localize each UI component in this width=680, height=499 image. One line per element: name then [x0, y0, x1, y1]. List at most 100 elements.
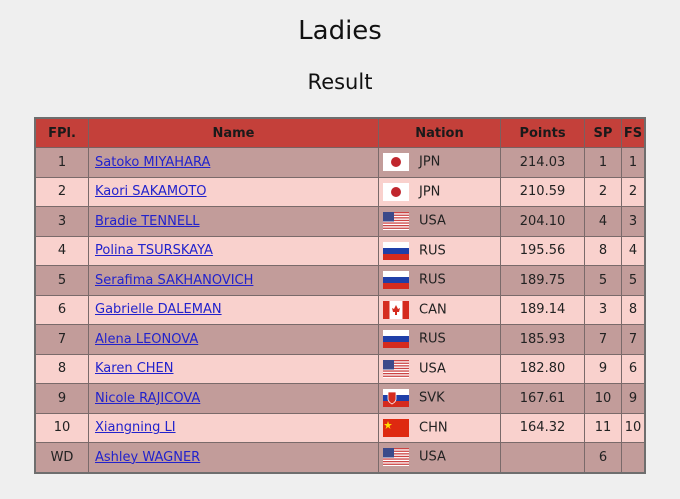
points-cell: 214.03 [500, 147, 585, 178]
fs-cell: 10 [621, 412, 646, 443]
fpl-cell: WD [34, 442, 89, 473]
header-fs: FS [621, 117, 646, 148]
table-row: 4 Polina TSURSKAYA RUS 195.56 8 4 [34, 235, 646, 266]
name-cell: Kaori SAKAMOTO [88, 176, 379, 207]
svk-flag-icon [383, 389, 409, 408]
name-cell: Gabrielle DALEMAN [88, 294, 379, 325]
skater-link[interactable]: Serafima SAKHANOVICH [95, 272, 254, 288]
nation-cell: JPN [378, 147, 501, 178]
header-fpl: FPl. [34, 117, 89, 148]
table-row: 1 Satoko MIYAHARA JPN 214.03 1 1 [34, 147, 646, 178]
name-cell: Ashley WAGNER [88, 442, 379, 473]
fpl-cell: 8 [34, 353, 89, 384]
page-subtitle: Result [307, 70, 373, 94]
fs-cell: 3 [621, 206, 646, 237]
sp-cell: 6 [584, 442, 622, 473]
nation-code: CHN [419, 420, 448, 436]
nation-cell: CAN [378, 294, 501, 325]
nation-cell: RUS [378, 324, 501, 355]
jpn-flag-icon [383, 182, 409, 201]
header-points: Points [500, 117, 585, 148]
name-cell: Nicole RAJICOVA [88, 383, 379, 414]
nation-code: USA [419, 361, 446, 377]
nation-code: JPN [419, 184, 441, 200]
points-cell: 195.56 [500, 235, 585, 266]
skater-link[interactable]: Polina TSURSKAYA [95, 243, 213, 259]
name-cell: Satoko MIYAHARA [88, 147, 379, 178]
table-row: 7 Alena LEONOVA RUS 185.93 7 7 [34, 324, 646, 355]
header-sp: SP [584, 117, 622, 148]
nation-code: USA [419, 213, 446, 229]
name-cell: Serafima SAKHANOVICH [88, 265, 379, 296]
table-row: 8 Karen CHEN USA 182.80 9 6 [34, 353, 646, 384]
sp-cell: 5 [584, 265, 622, 296]
name-cell: Xiangning LI [88, 412, 379, 443]
fpl-cell: 6 [34, 294, 89, 325]
skater-link[interactable]: Ashley WAGNER [95, 449, 201, 465]
rus-flag-icon [383, 241, 409, 260]
table-row: 2 Kaori SAKAMOTO JPN 210.59 2 2 [34, 176, 646, 207]
fs-cell: 4 [621, 235, 646, 266]
fs-cell: 6 [621, 353, 646, 384]
points-cell: 182.80 [500, 353, 585, 384]
nation-cell: CHN [378, 412, 501, 443]
header-name: Name [88, 117, 379, 148]
points-cell: 189.14 [500, 294, 585, 325]
nation-code: RUS [419, 331, 446, 347]
sp-cell: 7 [584, 324, 622, 355]
nation-cell: SVK [378, 383, 501, 414]
nation-code: RUS [419, 272, 446, 288]
fs-cell [621, 442, 646, 473]
table-row: 6 Gabrielle DALEMAN CAN 189.14 3 8 [34, 294, 646, 325]
skater-link[interactable]: Nicole RAJICOVA [95, 390, 201, 406]
usa-flag-icon [383, 448, 409, 467]
name-cell: Bradie TENNELL [88, 206, 379, 237]
sp-cell: 3 [584, 294, 622, 325]
name-cell: Alena LEONOVA [88, 324, 379, 355]
skater-link[interactable]: Bradie TENNELL [95, 213, 200, 229]
sp-cell: 4 [584, 206, 622, 237]
nation-cell: JPN [378, 176, 501, 207]
skater-link[interactable]: Kaori SAKAMOTO [95, 184, 207, 200]
table-row: WD Ashley WAGNER USA 6 [34, 442, 646, 473]
fpl-cell: 1 [34, 147, 89, 178]
nation-code: CAN [419, 302, 447, 318]
skater-link[interactable]: Alena LEONOVA [95, 331, 199, 347]
skater-link[interactable]: Xiangning LI [95, 420, 176, 436]
rus-flag-icon [383, 271, 409, 290]
nation-code: SVK [419, 390, 445, 406]
sp-cell: 1 [584, 147, 622, 178]
table-row: 3 Bradie TENNELL USA 204.10 4 3 [34, 206, 646, 237]
skater-link[interactable]: Satoko MIYAHARA [95, 154, 211, 170]
nation-code: JPN [419, 154, 441, 170]
name-cell: Karen CHEN [88, 353, 379, 384]
name-cell: Polina TSURSKAYA [88, 235, 379, 266]
fpl-cell: 3 [34, 206, 89, 237]
nation-cell: USA [378, 353, 501, 384]
points-cell: 204.10 [500, 206, 585, 237]
fs-cell: 7 [621, 324, 646, 355]
fpl-cell: 4 [34, 235, 89, 266]
skater-link[interactable]: Karen CHEN [95, 361, 174, 377]
fs-cell: 2 [621, 176, 646, 207]
fs-cell: 9 [621, 383, 646, 414]
table-row: 10 Xiangning LI CHN 164.32 11 10 [34, 412, 646, 443]
nation-cell: RUS [378, 265, 501, 296]
rus-flag-icon [383, 330, 409, 349]
fs-cell: 5 [621, 265, 646, 296]
nation-code: USA [419, 449, 446, 465]
usa-flag-icon [383, 212, 409, 231]
fpl-cell: 7 [34, 324, 89, 355]
points-cell [500, 442, 585, 473]
nation-cell: RUS [378, 235, 501, 266]
fpl-cell: 10 [34, 412, 89, 443]
sp-cell: 10 [584, 383, 622, 414]
chn-flag-icon [383, 418, 409, 437]
page-title: Ladies [298, 16, 382, 46]
table-row: 9 Nicole RAJICOVA SVK 167.61 10 9 [34, 383, 646, 414]
sp-cell: 8 [584, 235, 622, 266]
jpn-flag-icon [383, 153, 409, 172]
table-row: 5 Serafima SAKHANOVICH RUS 189.75 5 5 [34, 265, 646, 296]
skater-link[interactable]: Gabrielle DALEMAN [95, 302, 222, 318]
fpl-cell: 9 [34, 383, 89, 414]
